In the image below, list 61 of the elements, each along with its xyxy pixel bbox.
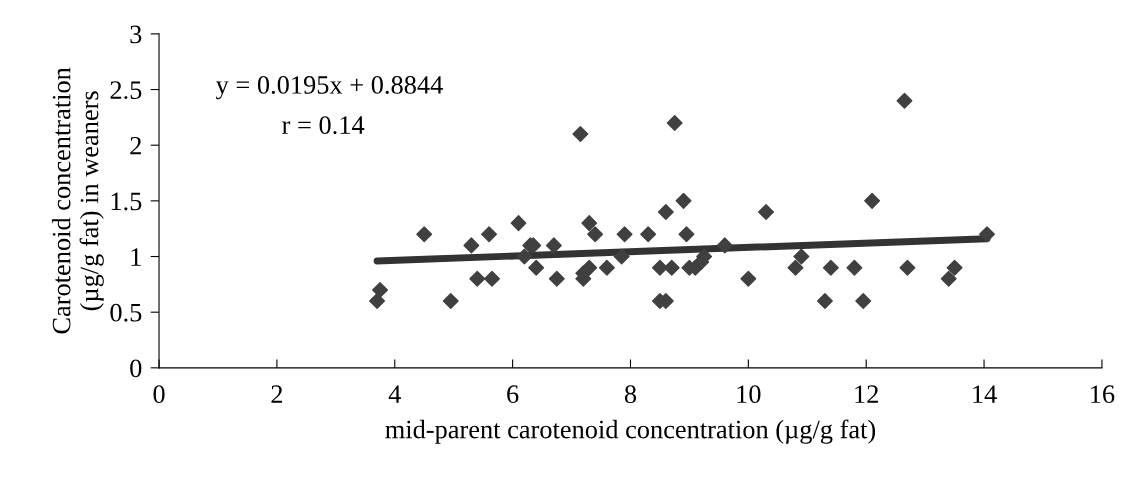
point (463, 237, 480, 254)
point (481, 226, 498, 243)
point (675, 192, 692, 209)
point (663, 259, 680, 276)
point (946, 259, 963, 276)
point (516, 248, 533, 265)
point (548, 270, 565, 287)
point (787, 259, 804, 276)
point (613, 248, 630, 265)
point (940, 270, 957, 287)
point (616, 226, 633, 243)
point (581, 259, 598, 276)
point (864, 192, 881, 209)
point (793, 248, 810, 265)
x-tick-label: 6 (507, 385, 519, 404)
point (598, 259, 615, 276)
point (640, 226, 657, 243)
y-tick-label: 1 (131, 248, 141, 266)
point (372, 281, 389, 298)
point (545, 237, 562, 254)
x-tick-label: 12 (855, 385, 878, 403)
annotation: r = 0.14 (282, 116, 365, 135)
x-tick-label: 14 (973, 385, 997, 403)
point (369, 293, 386, 310)
x-tick-label: 4 (388, 385, 401, 403)
x-axis-title: mid-parent carotenoid concentration (µg/g fat) (385, 419, 876, 444)
point (666, 114, 683, 131)
point (740, 270, 757, 287)
point (510, 215, 527, 232)
x-tick-label: 8 (624, 385, 637, 404)
x-tick-label: 16 (1091, 385, 1115, 404)
annotation: y = 0.0195x + 0.8844 (215, 76, 443, 100)
y-tick-label: 0 (130, 359, 142, 378)
point (484, 270, 500, 287)
point (716, 237, 733, 254)
point (896, 92, 913, 109)
point (587, 226, 604, 243)
point (581, 215, 598, 232)
point (678, 226, 695, 243)
x-tick-label: 10 (737, 385, 761, 404)
y-tick-label: 3 (130, 25, 142, 44)
point (979, 226, 995, 243)
y-tick-label: 0.5 (110, 303, 142, 322)
point (416, 226, 433, 243)
y-tick-label: 2 (130, 136, 141, 155)
point (572, 126, 589, 143)
point (816, 293, 833, 310)
point (528, 259, 545, 276)
x-tick-label: 2 (271, 385, 283, 403)
y-tick-label: 1.5 (111, 192, 142, 211)
y-axis-title: Carotenoid concentration (µg/g fat) in weaners (51, 67, 104, 334)
point (442, 293, 459, 310)
point (657, 204, 674, 220)
point (822, 259, 839, 276)
point (469, 270, 486, 287)
y-tick-label: 2.5 (110, 81, 142, 100)
point (899, 259, 916, 276)
point (855, 293, 872, 310)
point (846, 259, 863, 276)
point (758, 204, 774, 220)
x-tick-label: 0 (153, 385, 165, 404)
